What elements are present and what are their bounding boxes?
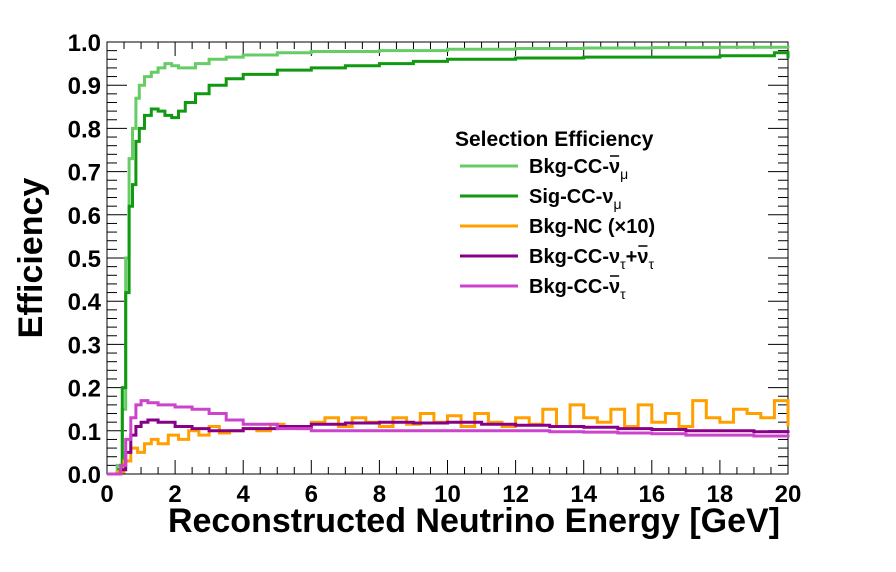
series-line-2	[107, 51, 790, 476]
y-tick-label: 0.7	[68, 160, 101, 187]
y-tick-label: 0.3	[68, 332, 101, 359]
legend-label-3: Bkg-NC (×10)	[529, 216, 655, 238]
y-tick-label: 0.2	[68, 376, 101, 403]
y-tick-label: 0.1	[68, 419, 101, 446]
y-tick-label: 0.8	[68, 116, 101, 143]
legend-title: Selection Efficiency	[455, 128, 654, 151]
x-axis-label: Reconstructed Neutrino Energy [GeV]	[168, 502, 780, 540]
x-tick-label: 16	[638, 481, 665, 508]
y-tick-label: 0.9	[68, 73, 101, 100]
legend-label-1: Bkg-CC-νμ	[529, 156, 628, 182]
x-tick-label: 18	[707, 481, 734, 508]
x-tick-label: 2	[168, 481, 181, 508]
legend-label-4: Bkg-CC-ντ+ντ	[529, 246, 654, 272]
x-tick-label: 4	[237, 481, 251, 508]
x-tick-label: 12	[502, 481, 529, 508]
x-tick-label: 20	[775, 481, 802, 508]
legend-label-5: Bkg-CC-ντ	[529, 276, 626, 302]
x-tick-label: 10	[434, 481, 461, 508]
tick-labels: 0 2 4 6 8 10 12 14 16 18 20 0.0 0.1 0.2 0.3 0.4 0.5 0.6 0.…	[68, 30, 802, 508]
x-tick-label: 6	[305, 481, 318, 508]
series-layer	[107, 45, 790, 476]
legend: Selection Efficiency Bkg-CC-νμ Sig-CC-νμ B…	[455, 128, 655, 302]
y-tick-label: 1.0	[68, 30, 101, 57]
x-tick-label: 8	[373, 481, 386, 508]
y-tick-label: 0.5	[68, 246, 101, 273]
legend-label-2: Sig-CC-νμ	[529, 186, 622, 212]
x-tick-label: 14	[570, 481, 597, 508]
series-line-4	[107, 418, 790, 476]
plot-frame	[106, 41, 789, 475]
y-tick-label: 0.4	[68, 289, 102, 316]
series-line-5	[107, 399, 790, 476]
series-line-1	[107, 45, 790, 476]
y-axis-label: Efficiency	[12, 178, 50, 339]
axis-ticks	[106, 41, 789, 475]
y-tick-label: 0.6	[68, 203, 101, 230]
y-tick-label: 0.0	[68, 462, 101, 489]
x-tick-label: 0	[100, 481, 113, 508]
